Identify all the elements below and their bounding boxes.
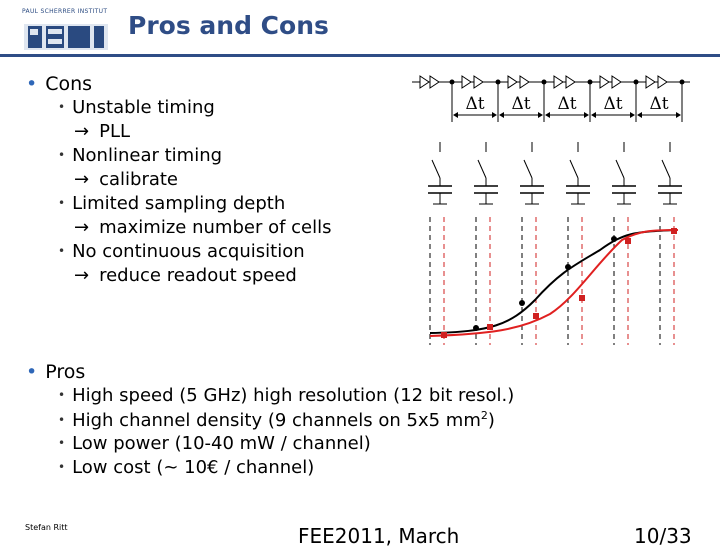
sampling-diagram-svg: Δt Δt Δt Δt Δt	[412, 75, 690, 345]
cons-remedy: → maximize number of cells	[74, 217, 332, 238]
distorted-sample-point	[533, 313, 539, 319]
buffer-icon	[461, 75, 472, 89]
switch-icon	[431, 159, 441, 179]
cons-item: • No continuous acquisition	[58, 241, 305, 262]
pros-item: • High speed (5 GHz) high resolution (12 …	[58, 385, 515, 406]
arrow-head-icon	[630, 112, 635, 118]
arrow-head-icon	[637, 112, 642, 118]
delta-t-label: Δt	[557, 94, 576, 114]
sample-point	[519, 300, 525, 306]
arrow-head-icon	[676, 112, 681, 118]
bullet-icon: •	[58, 413, 66, 427]
arrow-head-icon	[538, 112, 543, 118]
cons-remedy: → calibrate	[74, 169, 179, 190]
distorted-sample-point	[487, 324, 493, 330]
arrow-head-icon	[499, 112, 504, 118]
buffer-icon	[565, 75, 576, 89]
delta-t-label: Δt	[603, 94, 622, 114]
sample-point	[473, 325, 479, 331]
delta-t-label: Δt	[465, 94, 484, 114]
arrow-head-icon	[591, 112, 596, 118]
cons-item: • Nonlinear timing	[58, 145, 223, 166]
bullet-icon: •	[58, 436, 66, 450]
ideal-waveform	[429, 229, 676, 334]
switch-icon	[661, 159, 671, 179]
bullet-icon: •	[58, 460, 66, 474]
buffer-icon	[645, 75, 656, 89]
arrow-head-icon	[584, 112, 589, 118]
cons-item: • Limited sampling depth	[58, 193, 286, 214]
buffer-icon	[429, 75, 440, 89]
distorted-waveform	[429, 229, 679, 337]
logo-caption: PAUL SCHERRER INSTITUT	[22, 8, 108, 15]
page-number: 10/33	[634, 524, 692, 548]
delta-t-label: Δt	[649, 94, 668, 114]
buffer-icon	[599, 75, 610, 89]
bullet-icon: •	[26, 73, 38, 95]
delay-chain	[412, 75, 690, 122]
bullet-icon: •	[26, 361, 38, 383]
sample-point	[611, 236, 617, 242]
sampling-cells	[428, 142, 682, 345]
switch-icon	[569, 159, 579, 179]
sampling-diagram: Δt Δt Δt Δt Δt	[400, 60, 700, 350]
psi-logo	[22, 8, 110, 52]
buffer-icon	[519, 75, 530, 89]
buffer-icon	[507, 75, 518, 89]
title-divider	[0, 54, 720, 57]
bullet-icon: •	[58, 244, 66, 258]
pros-item: • High channel density (9 channels on 5x5…	[58, 409, 495, 431]
distorted-sample-point	[671, 228, 677, 234]
pros-heading: • Pros	[26, 361, 86, 383]
distorted-sample-point	[441, 332, 447, 338]
switch-icon	[477, 159, 487, 179]
buffer-icon	[611, 75, 622, 89]
bullet-icon: •	[58, 100, 66, 114]
bullet-icon: •	[58, 148, 66, 162]
switch-icon	[615, 159, 625, 179]
buffer-icon	[419, 75, 430, 89]
buffer-icon	[553, 75, 564, 89]
cons-remedy: → reduce readout speed	[74, 265, 297, 286]
buffer-icon	[657, 75, 668, 89]
distorted-sample-point	[625, 238, 631, 244]
arrow-head-icon	[545, 112, 550, 118]
delta-t-labels: Δt Δt Δt Δt Δt	[453, 94, 681, 118]
cons-item: • Unstable timing	[58, 97, 215, 118]
footer-event: FEE2011, March	[298, 524, 460, 548]
delta-t-label: Δt	[511, 94, 530, 114]
arrow-head-icon	[453, 112, 458, 118]
pros-item: • Low power (10-40 mW / channel)	[58, 433, 371, 454]
switch-icon	[523, 159, 533, 179]
arrow-head-icon	[492, 112, 497, 118]
buffer-icon	[473, 75, 484, 89]
slide-title: Pros and Cons	[128, 11, 329, 40]
footer-author: Stefan Ritt	[25, 523, 68, 532]
cons-remedy: → PLL	[74, 121, 131, 142]
pros-item: • Low cost (~ 10€ / channel)	[58, 457, 315, 478]
distorted-sample-point	[579, 295, 585, 301]
sample-point	[565, 264, 571, 270]
bullet-icon: •	[58, 196, 66, 210]
waveform-curves	[429, 228, 679, 338]
cons-heading: • Cons	[26, 73, 93, 95]
bullet-icon: •	[58, 388, 66, 402]
